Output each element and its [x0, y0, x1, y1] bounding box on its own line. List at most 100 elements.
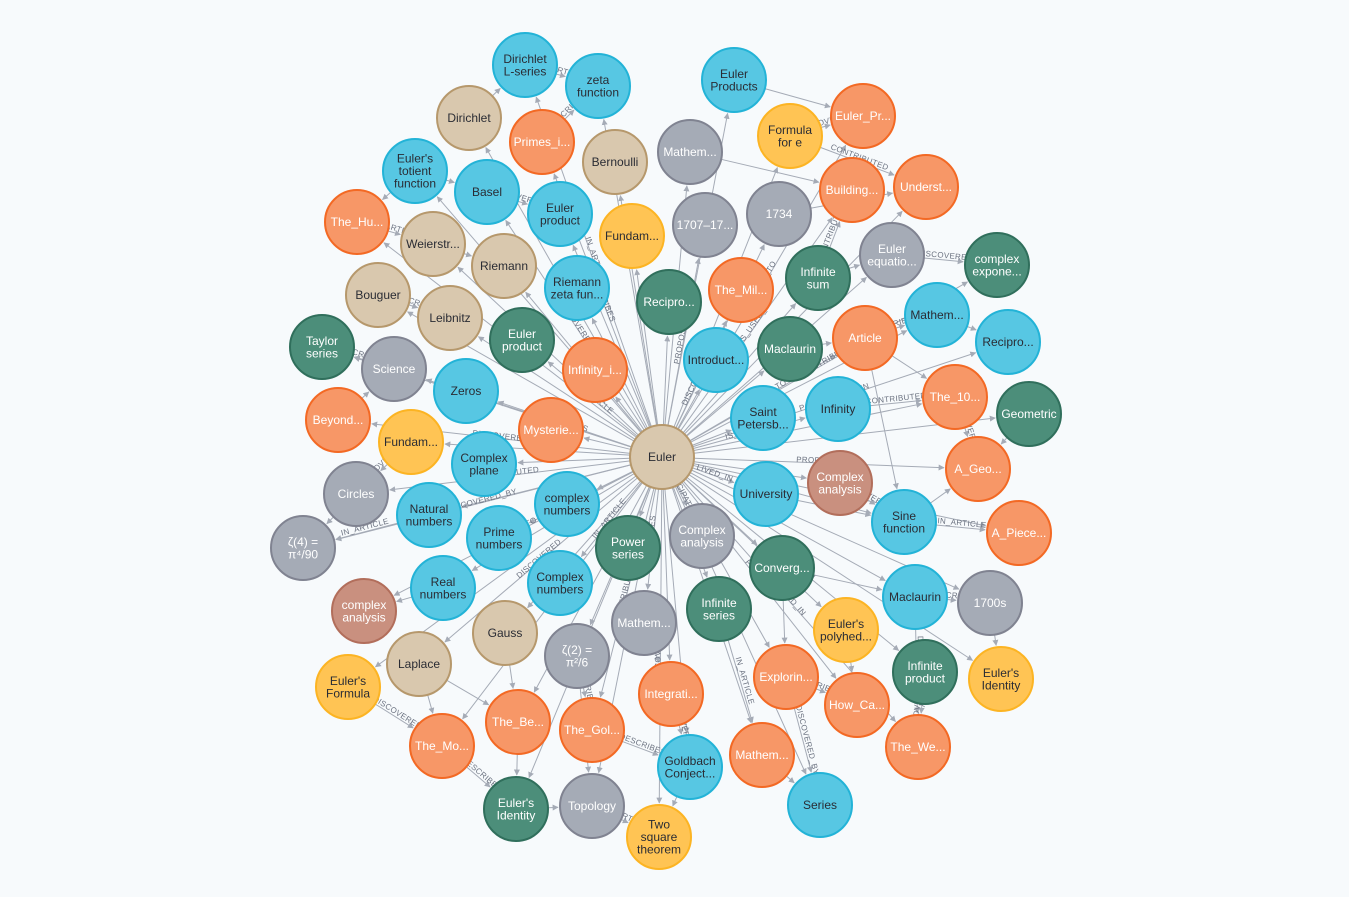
node-circle[interactable] [386, 631, 452, 697]
edge-weierstr-riemann[interactable] [463, 251, 473, 258]
node-how-ca[interactable]: How_Ca... [824, 672, 890, 738]
node-circle[interactable] [315, 654, 381, 720]
node-circle[interactable] [582, 129, 648, 195]
edge-the-10-a-geo[interactable] [963, 427, 969, 438]
node-building[interactable]: Building... [819, 157, 885, 223]
node-beyond[interactable]: Beyond... [305, 387, 371, 453]
node-circle[interactable] [527, 181, 593, 247]
node-circle[interactable] [471, 233, 537, 299]
node-circle[interactable] [996, 381, 1062, 447]
edge-article-sine[interactable] [871, 369, 899, 490]
edge-y1700s-identity-y[interactable] [992, 634, 999, 646]
node-circle[interactable] [466, 505, 532, 571]
node-circle[interactable] [892, 639, 958, 705]
edge-the-hu-weierstr[interactable] [387, 230, 401, 236]
node-circle[interactable] [683, 327, 749, 393]
node-saint-peter[interactable]: SaintPetersb... [730, 385, 796, 451]
edge-basel-euler-product-1[interactable] [517, 199, 529, 206]
edge-explorin-how-ca[interactable] [815, 687, 826, 694]
edge-formula-e-euler-pr[interactable] [820, 123, 831, 130]
node-circle[interactable] [289, 314, 355, 380]
node-the-hu[interactable]: The_Hu... [324, 189, 390, 255]
node-y1700s[interactable]: 1700s [957, 570, 1023, 636]
edge-natural-zeta4[interactable] [335, 522, 399, 541]
edge-gauss-the-be[interactable] [509, 664, 516, 689]
node-underst[interactable]: Underst... [893, 154, 959, 220]
edge-totient-the-hu[interactable] [382, 191, 392, 200]
node-maclaurin-1[interactable]: Maclaurin [757, 316, 823, 382]
node-science[interactable]: Science [361, 336, 427, 402]
edge-euler-complex-analysis-grey[interactable] [676, 485, 688, 507]
node-integrati[interactable]: Integrati... [638, 661, 704, 727]
node-circle[interactable] [753, 644, 819, 710]
node-goldbach[interactable]: GoldbachConject... [657, 734, 723, 800]
edge-topology-two-square[interactable] [620, 817, 629, 824]
edge-integrati-goldbach[interactable] [677, 724, 683, 735]
node-circle[interactable] [509, 109, 575, 175]
edge-converg-explorin[interactable] [781, 599, 788, 644]
node-euler-equation[interactable]: Eulerequatio... [859, 222, 925, 288]
node-circle[interactable] [562, 337, 628, 403]
node-circle[interactable] [922, 364, 988, 430]
node-complex-expone[interactable]: complexexpone... [964, 232, 1030, 298]
node-circle[interactable] [729, 722, 795, 788]
edge-explorin-series[interactable] [793, 707, 813, 773]
node-circle[interactable] [611, 590, 677, 656]
edge-polyhed-how-ca[interactable] [848, 661, 855, 672]
node-circle[interactable] [361, 336, 427, 402]
node-circle[interactable] [746, 181, 812, 247]
node-circle[interactable] [544, 623, 610, 689]
node-circle[interactable] [807, 450, 873, 516]
node-the-gol[interactable]: The_Gol... [559, 697, 625, 763]
edge-sine-a-piece[interactable] [935, 524, 986, 533]
node-circle[interactable] [787, 772, 853, 838]
node-circle[interactable] [733, 461, 799, 527]
edge-goldbach-two-square[interactable] [672, 796, 678, 807]
node-circle[interactable] [986, 500, 1052, 566]
edge-euler-saint-peter[interactable] [691, 429, 732, 446]
node-university[interactable]: University [733, 461, 799, 527]
edge-euler-complex-numbers-uc[interactable] [581, 481, 643, 558]
node-converg[interactable]: Converg... [749, 535, 815, 601]
node-circle[interactable] [472, 600, 538, 666]
node-infinity[interactable]: Infinity [805, 376, 871, 442]
node-circle[interactable] [489, 307, 555, 373]
node-circle[interactable] [964, 232, 1030, 298]
node-the-we[interactable]: The_We... [885, 714, 951, 780]
edge-euler-infinity-i[interactable] [615, 396, 643, 432]
edge-article-mathem-r[interactable] [895, 324, 906, 330]
edge-laplace-the-be[interactable] [446, 679, 490, 706]
node-dirichlet[interactable]: Dirichlet [436, 85, 502, 151]
edge-euler-recipro-1[interactable] [662, 335, 671, 426]
edge-laplace-the-mo[interactable] [427, 694, 435, 714]
edge-infinite-series-mathem-b[interactable] [727, 639, 754, 723]
node-a-geo[interactable]: A_Geo... [945, 436, 1011, 502]
node-circle[interactable] [559, 697, 625, 763]
edge-infinite-sum-building[interactable] [829, 221, 841, 249]
node-circle[interactable] [968, 646, 1034, 712]
node-leibnitz[interactable]: Leibnitz [417, 285, 483, 351]
node-circle[interactable] [893, 154, 959, 220]
node-circle[interactable] [270, 515, 336, 581]
edge-euler-mysterie[interactable] [583, 436, 632, 450]
node-recipro-1[interactable]: Recipro... [636, 269, 702, 335]
node-circle[interactable] [701, 47, 767, 113]
edge-mathem-r-recipro-2[interactable] [966, 325, 977, 331]
node-circles[interactable]: Circles [323, 461, 389, 527]
edge-euler-the-10[interactable] [693, 401, 923, 452]
node-basel[interactable]: Basel [454, 159, 520, 225]
node-circle[interactable] [636, 269, 702, 335]
node-circle[interactable] [599, 203, 665, 269]
